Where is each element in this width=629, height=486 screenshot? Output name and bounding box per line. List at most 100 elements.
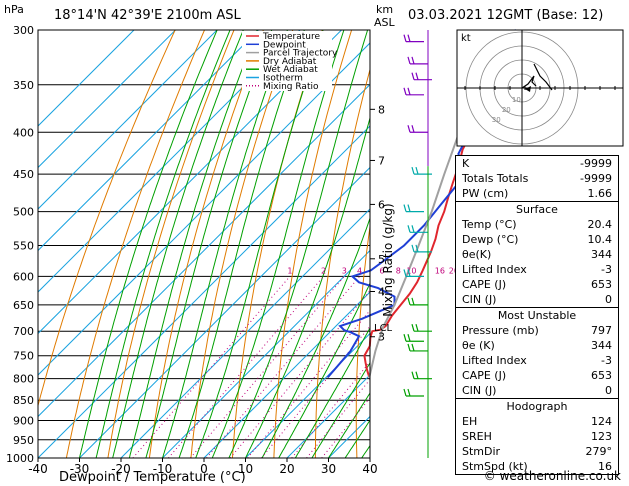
hodograph-value: 124 <box>591 415 612 428</box>
surface-row: Lifted Index -3 <box>456 262 618 277</box>
isotherm-line <box>120 208 370 458</box>
most-unstable-value: 797 <box>591 324 612 337</box>
pressure-tick-label: 950 <box>13 434 34 447</box>
surface-value: 653 <box>591 278 612 291</box>
surface-label: Lifted Index <box>462 263 527 276</box>
dry-adiabat-line <box>273 30 353 458</box>
surface-row: CAPE (J) 653 <box>456 277 618 292</box>
wind-barb-flag <box>411 343 415 352</box>
wet-adiabat-line <box>145 30 273 458</box>
index-value: 1.66 <box>587 187 613 200</box>
mixing-ratio-axis-label: Mixing Ratio (g/kg) <box>381 203 395 317</box>
isotherm-line <box>38 42 370 376</box>
wind-barb-flag <box>407 334 411 342</box>
mixing-ratio-tick-label: 1 <box>287 266 292 275</box>
hodograph-label: StmSpd (kt) <box>462 460 528 473</box>
wind-barb-flag <box>407 297 411 306</box>
wet-adiabat-line <box>245 116 370 458</box>
dry-adiabat-line <box>38 30 176 408</box>
wind-barb-flag <box>403 334 407 342</box>
copyright-footer: © weatheronline.co.uk <box>483 469 621 483</box>
mixing-ratio-tick-label: 2 <box>321 266 326 275</box>
mixing-ratio-line <box>206 276 360 458</box>
wind-barb-flag <box>415 166 419 175</box>
wind-barb-flag <box>415 324 419 332</box>
wind-barb-flag <box>403 87 407 95</box>
surface-label: Dewp (°C) <box>462 233 519 246</box>
most-unstable-row: CAPE (J) 653 <box>456 368 618 383</box>
mixing-ratio-tick-label: 4 <box>357 266 362 275</box>
wind-barb-flag <box>407 204 411 212</box>
pressure-tick-label: 500 <box>13 206 34 219</box>
storm-motion-marker <box>525 86 531 92</box>
hodograph-ring-label: 20 <box>502 106 511 114</box>
wet-adiabat-line <box>79 30 218 458</box>
wind-barb-flag <box>407 343 411 352</box>
isotherm-line <box>38 30 259 252</box>
mixing-ratio-tick-label: 20 <box>449 266 459 275</box>
surface-label: CAPE (J) <box>462 278 507 291</box>
isotherm-line <box>38 125 370 458</box>
wet-adiabat-line <box>178 30 305 458</box>
most-unstable-row: Lifted Index -3 <box>456 353 618 368</box>
temperature-tick-label: 0 <box>200 462 208 476</box>
km-tick-label: 4 <box>378 285 385 298</box>
legend-label: Parcel Trajectory <box>263 49 338 59</box>
hodograph-label: StmDir <box>462 445 501 458</box>
legend-label: Temperature <box>262 32 320 42</box>
isotherm-line <box>38 30 342 335</box>
temperature-tick-label: -10 <box>153 462 173 476</box>
most-unstable-label: CAPE (J) <box>462 369 507 382</box>
surface-row: θe(K) 344 <box>456 247 618 262</box>
hodograph-row: SREH 123 <box>456 429 618 444</box>
legend-label: Isotherm <box>263 74 303 84</box>
most-unstable-label: CIN (J) <box>462 384 497 397</box>
index-value: -9999 <box>580 172 612 185</box>
isotherm-line <box>79 166 370 458</box>
datetime-title: 03.03.2021 12GMT (Base: 12) <box>408 8 604 23</box>
mixing-ratio-tick-label: 6 <box>379 266 384 275</box>
wind-barb-flag <box>403 388 407 397</box>
km-tick-label: 7 <box>378 154 385 167</box>
plot-area <box>38 30 370 458</box>
mixing-ratio-line <box>247 309 370 458</box>
surface-label: CIN (J) <box>462 293 497 306</box>
surface-row: Dewp (°C) 10.4 <box>456 232 618 247</box>
isotherm-line <box>38 30 301 293</box>
pressure-tick-label: 800 <box>13 373 34 386</box>
wind-barb-flag <box>411 371 415 379</box>
wind-barb-flag <box>403 204 407 212</box>
indices-top-section: K -9999 Totals Totals -9999 PW (cm) 1.66 <box>456 156 618 201</box>
wet-adiabat-line <box>95 30 231 458</box>
hodograph-row: EH 124 <box>456 414 618 429</box>
index-row: PW (cm) 1.66 <box>456 186 618 201</box>
surface-value: -3 <box>601 263 612 276</box>
legend-label: Mixing Ratio <box>263 82 319 92</box>
pressure-tick-label: 1000 <box>6 452 34 465</box>
most-unstable-label: θe (K) <box>462 339 495 352</box>
surface-value: 344 <box>591 248 612 261</box>
hodograph-section-title: Hodograph <box>506 400 568 413</box>
surface-label: Temp (°C) <box>462 218 517 231</box>
pressure-tick-label: 600 <box>13 270 34 283</box>
index-label: PW (cm) <box>462 187 509 200</box>
surface-value: 10.4 <box>587 233 613 246</box>
lcl-label: LCL <box>374 323 393 334</box>
wet-adiabat-line <box>261 216 370 458</box>
location-title: 18°14'N 42°39'E 2100m ASL <box>54 8 241 23</box>
wet-adiabat-line <box>311 361 370 458</box>
wind-barbs <box>403 30 432 458</box>
index-value: -9999 <box>580 157 612 170</box>
temperature-tick-label: -30 <box>70 462 90 476</box>
pressure-tick-label: 900 <box>13 415 34 428</box>
wind-barb-flag <box>411 125 415 133</box>
wind-barb-flag <box>407 269 411 277</box>
wind-barb-flag <box>407 34 411 42</box>
surface-value: 20.4 <box>587 218 613 231</box>
wind-barb-flag <box>407 56 411 65</box>
wet-adiabat-line <box>278 282 370 458</box>
mixing-ratio-tick-label: 10 <box>406 266 416 275</box>
wind-barb-flag <box>411 297 415 306</box>
wind-barb-flag <box>403 34 407 42</box>
